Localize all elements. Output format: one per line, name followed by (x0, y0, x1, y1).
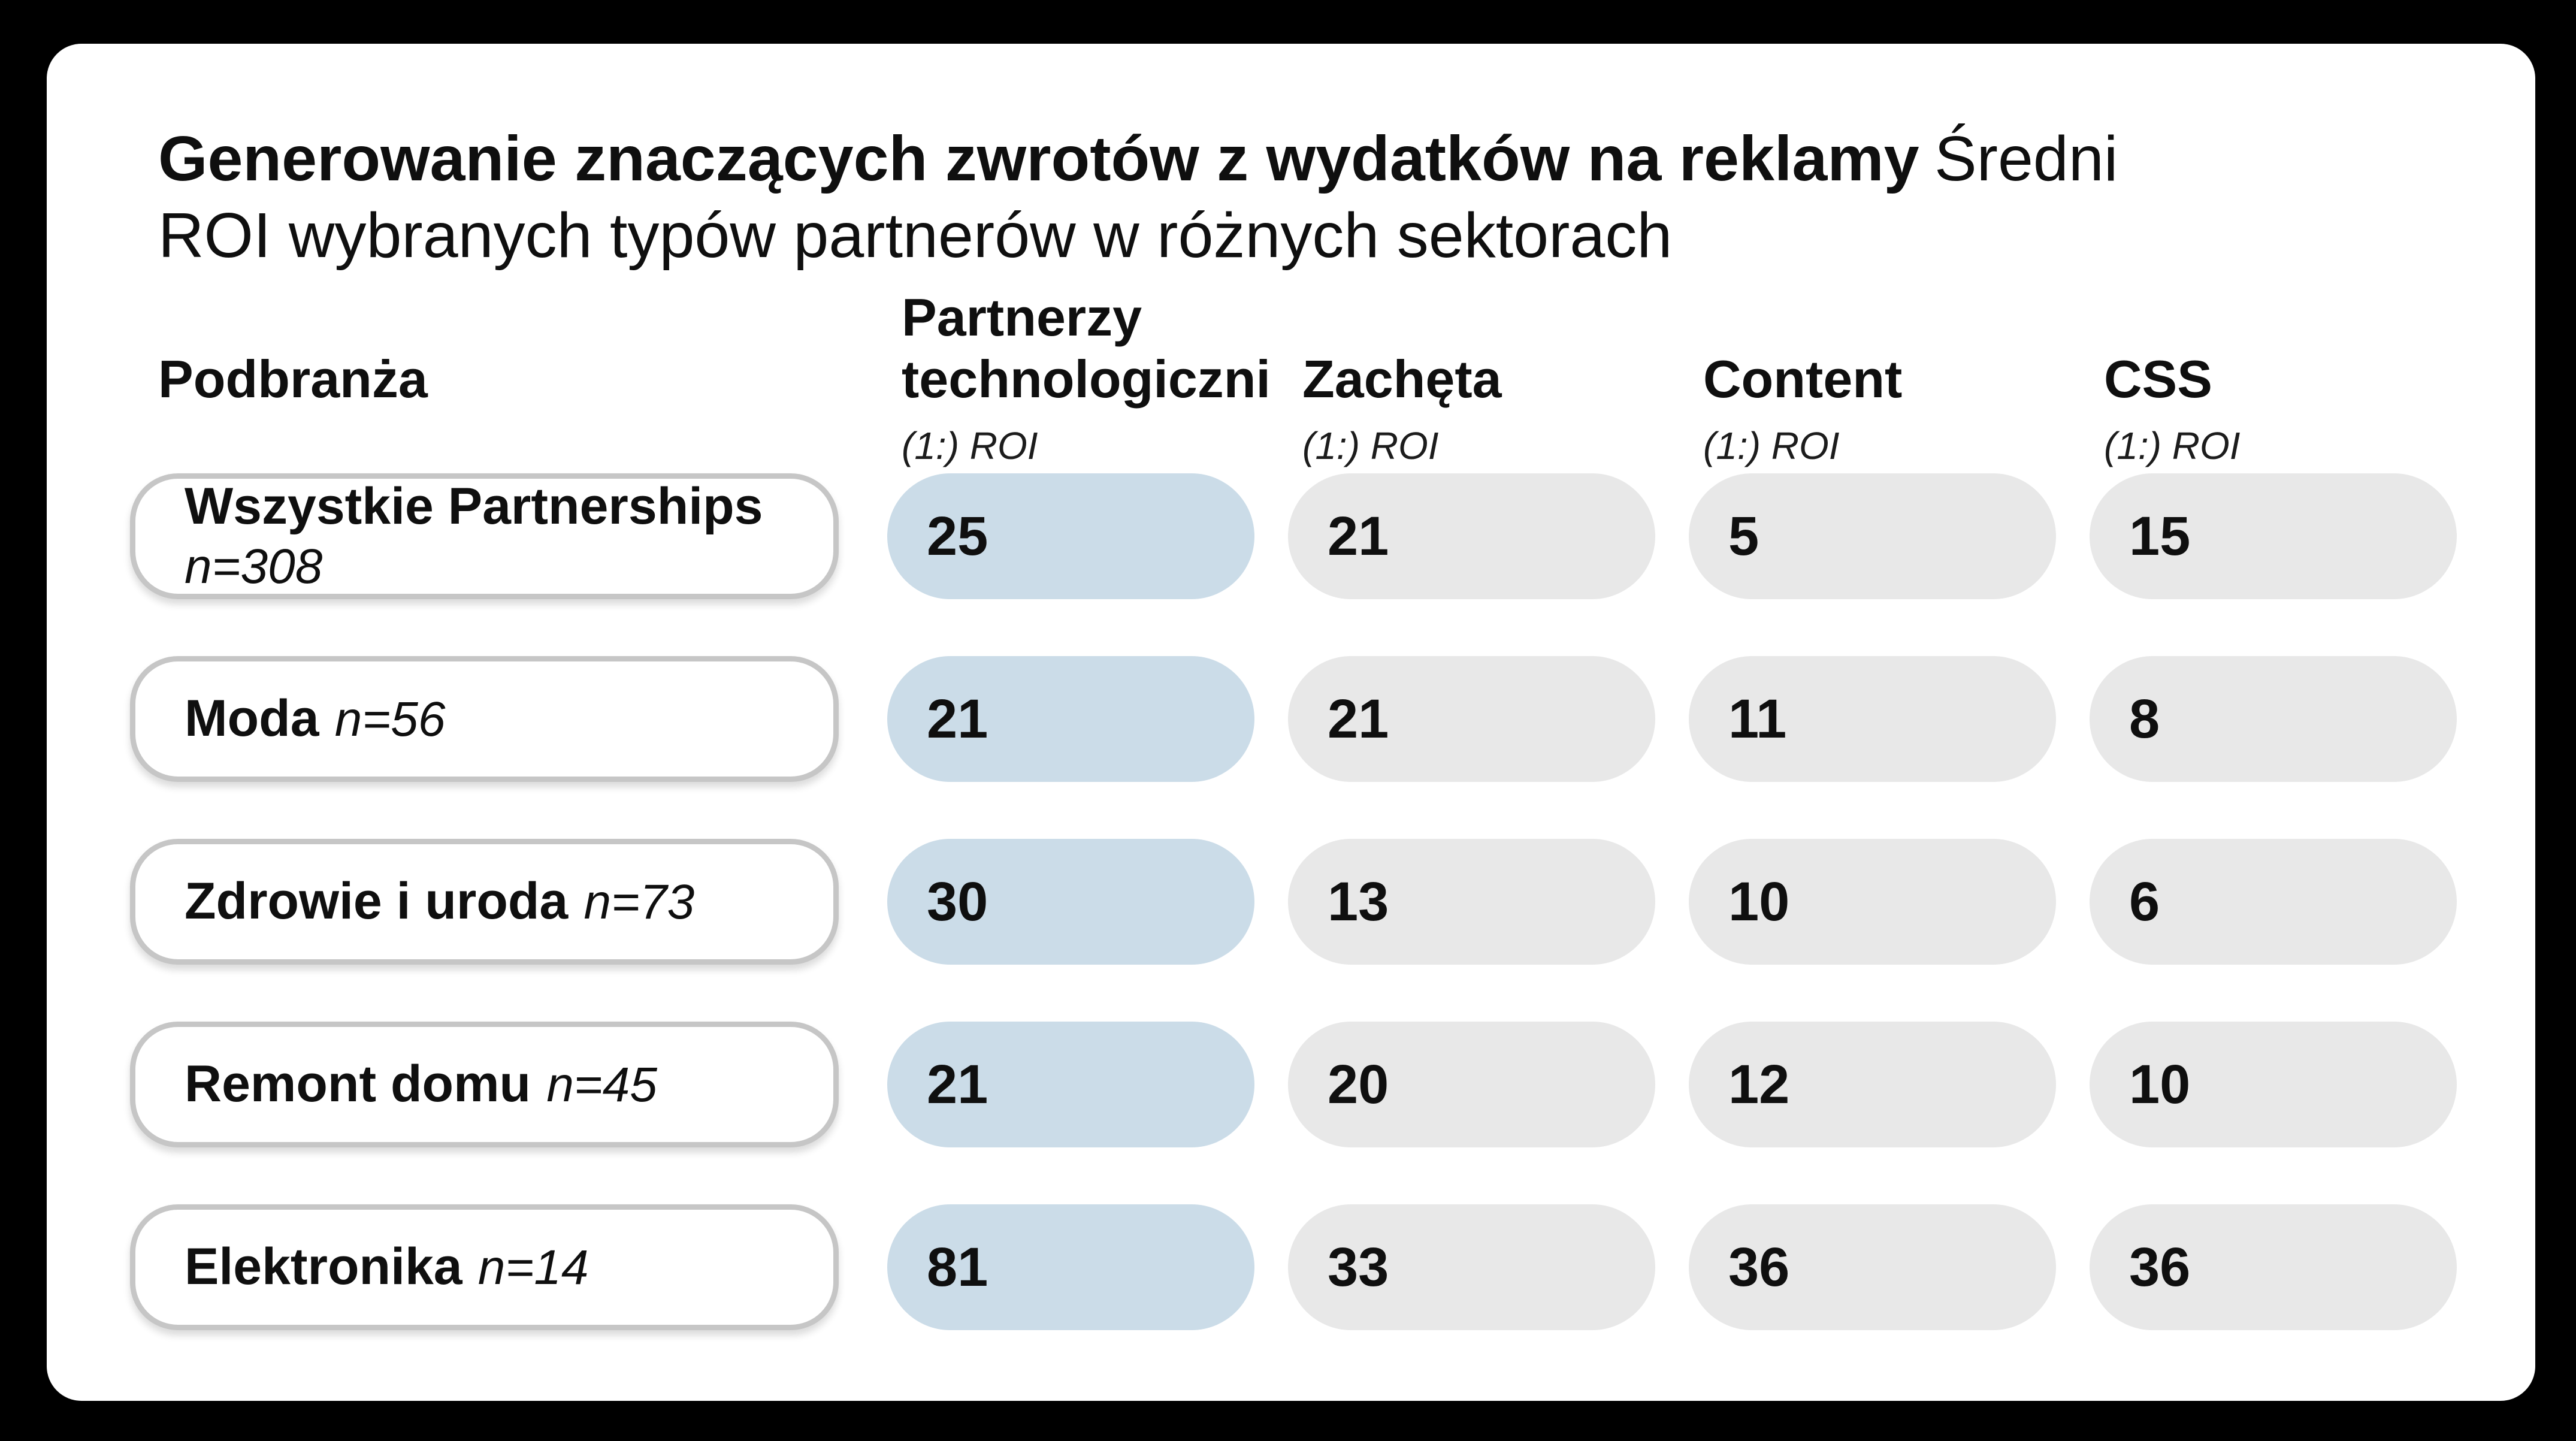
sample-size: n=56 (334, 692, 446, 747)
column-subheader-roi: (1:) ROI (2104, 424, 2241, 467)
row-label-remont-domu: Remont domu n=45 (130, 1022, 839, 1147)
sample-size: n=73 (583, 875, 695, 930)
value-pill: 11 (1689, 656, 2056, 782)
title-line1: Generowanie znaczących zwrotów z wydatkó… (158, 120, 2387, 197)
row-label-elektronika: Elektronika n=14 (130, 1204, 839, 1330)
column-header-content: Content (1703, 349, 1903, 409)
column-subheader-roi: (1:) ROI (902, 424, 1038, 467)
value-pill: 15 (2090, 473, 2457, 599)
title-bold-text: Generowanie znaczących zwrotów z wydatkó… (158, 123, 1919, 194)
chart-card: Generowanie znaczących zwrotów z wydatkó… (47, 44, 2535, 1401)
value-pill: 8 (2090, 656, 2457, 782)
row-label-wszystkie-partnerships: Wszystkie Partnerships n=308 (130, 473, 839, 599)
column-header-css: CSS (2104, 349, 2212, 409)
value-pill: 21 (887, 656, 1254, 782)
value-pill: 13 (1288, 839, 1655, 965)
sample-size: n=45 (546, 1058, 658, 1113)
row-label-zdrowie-i-uroda: Zdrowie i uroda n=73 (130, 839, 839, 965)
column-header-zacheta: Zachęta (1302, 349, 1502, 409)
chart-title: Generowanie znaczących zwrotów z wydatkó… (158, 120, 2387, 274)
sample-size: n=14 (477, 1240, 589, 1295)
title-regular-text: Średni (1934, 123, 2118, 194)
value-pill: 25 (887, 473, 1254, 599)
value-pill: 6 (2090, 839, 2457, 965)
value-pill: 30 (887, 839, 1254, 965)
sample-size: n=308 (185, 539, 323, 594)
row-label-moda: Moda n=56 (130, 656, 839, 782)
value-pill: 36 (2090, 1204, 2457, 1330)
column-header-podbranza: Podbranża (158, 349, 428, 409)
value-pill: 12 (1689, 1022, 2056, 1147)
value-pill: 10 (2090, 1022, 2457, 1147)
chart-subtitle: ROI wybranych typów partnerów w różnych … (158, 200, 1673, 271)
value-pill: 36 (1689, 1204, 2056, 1330)
value-pill: 21 (1288, 473, 1655, 599)
value-pill: 33 (1288, 1204, 1655, 1330)
value-pill: 81 (887, 1204, 1254, 1330)
value-pill: 10 (1689, 839, 2056, 965)
value-pill: 5 (1689, 473, 2056, 599)
column-subheader-roi: (1:) ROI (1703, 424, 1840, 467)
value-pill: 21 (1288, 656, 1655, 782)
value-pill: 21 (887, 1022, 1254, 1147)
column-subheader-roi: (1:) ROI (1302, 424, 1439, 467)
column-header-partnerzy-technologiczni: Partnerzy technologiczni (902, 288, 1271, 409)
value-pill: 20 (1288, 1022, 1655, 1147)
